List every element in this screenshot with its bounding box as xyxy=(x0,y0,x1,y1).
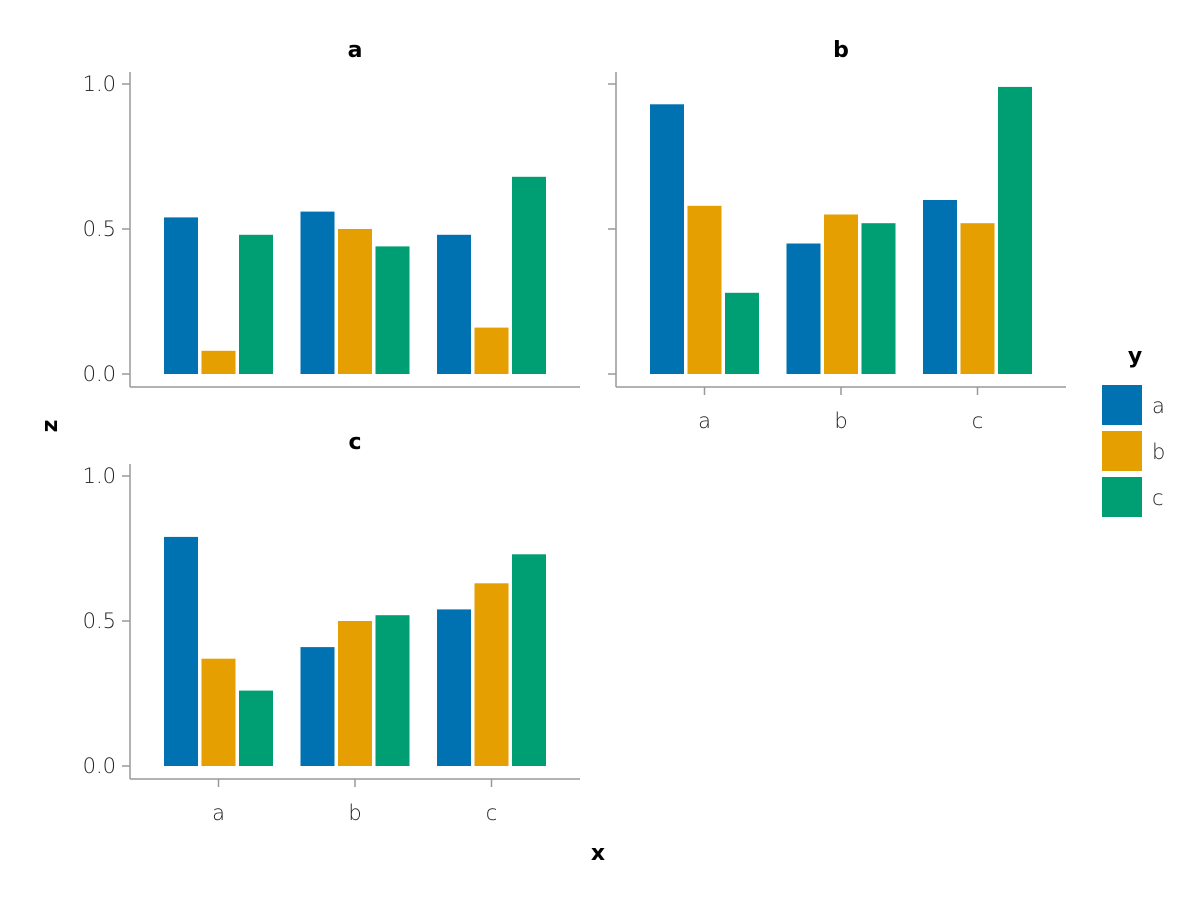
x-tick-label: a xyxy=(698,409,711,433)
y-tick-label: 0.5 xyxy=(83,217,116,241)
bar-b-a-a xyxy=(650,104,684,375)
y-axis-title: z xyxy=(38,420,63,433)
bar-c-b-c xyxy=(375,615,410,766)
bar-a-c-a xyxy=(437,234,471,374)
bar-c-a-b xyxy=(201,658,236,766)
bar-c-c-b xyxy=(474,583,509,766)
bar-c-b-a xyxy=(300,647,335,766)
bar-c-b-b xyxy=(338,621,372,766)
bar-c-a-a xyxy=(164,536,198,766)
x-tick-label: c xyxy=(972,409,984,433)
bar-b-c-a xyxy=(923,200,957,374)
legend-title: y xyxy=(1128,344,1142,369)
y-tick-label: 1.0 xyxy=(83,72,116,96)
facet-title-c: c xyxy=(348,430,361,455)
bar-a-a-a xyxy=(164,217,198,374)
legend-label-b: b xyxy=(1152,440,1165,464)
bar-a-a-c xyxy=(239,234,273,374)
x-tick-label: a xyxy=(212,801,225,825)
y-tick-label: 0.5 xyxy=(83,609,116,633)
y-tick-label: 0.0 xyxy=(83,362,116,386)
x-tick-label: b xyxy=(834,409,847,433)
bar-b-b-a xyxy=(786,243,821,374)
bar-b-a-b xyxy=(687,205,722,374)
bar-b-b-b xyxy=(824,214,858,374)
bar-c-c-c xyxy=(512,554,546,766)
bar-a-b-c xyxy=(375,246,410,374)
x-axis-title: x xyxy=(591,841,605,866)
legend-label-c: c xyxy=(1152,486,1164,510)
bar-c-a-c xyxy=(239,690,273,766)
bar-a-a-b xyxy=(201,350,236,374)
bar-b-a-c xyxy=(725,292,759,374)
y-tick-label: 0.0 xyxy=(83,754,116,778)
bar-c-c-a xyxy=(437,609,471,766)
bar-a-c-b xyxy=(474,327,509,374)
bar-b-c-b xyxy=(960,223,995,374)
legend-swatch-b xyxy=(1102,431,1142,471)
x-tick-label: c xyxy=(486,801,498,825)
legend-swatch-a xyxy=(1102,385,1142,425)
legend-label-a: a xyxy=(1152,394,1165,418)
bar-a-c-c xyxy=(512,176,546,374)
bar-a-b-a xyxy=(300,211,335,374)
bar-b-b-c xyxy=(861,223,896,374)
legend-swatch-c xyxy=(1102,477,1142,517)
bar-b-c-c xyxy=(998,86,1032,375)
facet-title-a: a xyxy=(348,38,363,63)
y-tick-label: 1.0 xyxy=(83,464,116,488)
x-tick-label: b xyxy=(348,801,361,825)
facet-title-b: b xyxy=(833,38,849,63)
bar-a-b-b xyxy=(338,229,372,374)
